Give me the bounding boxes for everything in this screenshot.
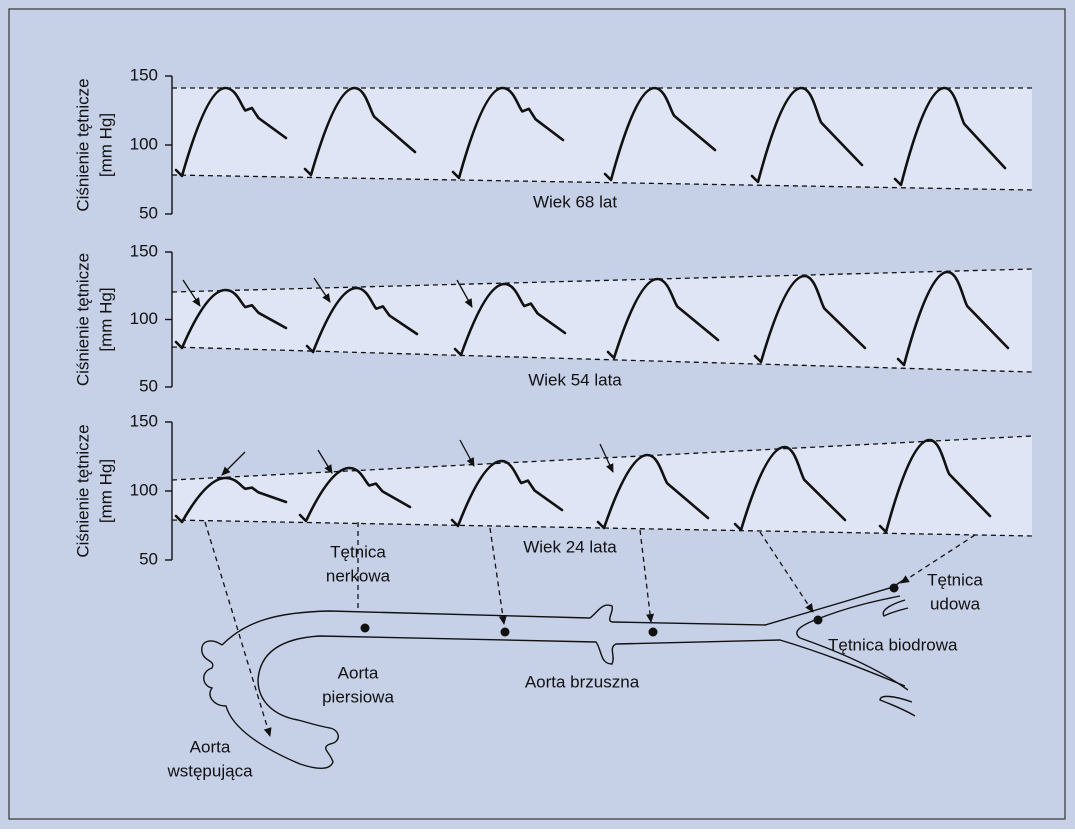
y-tick-label: 50 — [139, 203, 158, 222]
label: udowa — [930, 594, 981, 613]
y-axis-unit: [mm Hg] — [96, 459, 115, 523]
label: piersiowa — [322, 687, 394, 706]
y-tick-label: 50 — [139, 549, 158, 568]
y-tick-label: 100 — [130, 309, 158, 328]
y-tick-label: 100 — [130, 134, 158, 153]
y-axis-unit: [mm Hg] — [96, 113, 115, 177]
measure-point — [361, 624, 370, 633]
measure-point — [501, 628, 510, 637]
measure-point — [814, 616, 823, 625]
y-axis-label: Ciśnienie tętnicze — [73, 78, 92, 211]
label: Tętnica biodrowa — [828, 635, 958, 654]
y-axis-label: Ciśnienie tętnicze — [73, 424, 92, 557]
y-axis-label: Ciśnienie tętnicze — [73, 253, 92, 386]
age-label: Wiek 68 lat — [533, 192, 617, 211]
diagram: 50100150Ciśnienie tętnicze[mm Hg]Wiek 68… — [0, 0, 1075, 829]
y-tick-label: 150 — [130, 65, 158, 84]
label: Aorta — [190, 737, 231, 756]
label: Tętnica — [927, 570, 983, 589]
measure-point — [890, 584, 899, 593]
label: Aorta brzuszna — [525, 672, 640, 691]
y-tick-label: 150 — [130, 411, 158, 430]
age-label: Wiek 24 lata — [523, 537, 617, 556]
age-label: Wiek 54 lata — [528, 370, 622, 389]
y-tick-label: 50 — [139, 376, 158, 395]
label: Tętnica — [330, 542, 386, 561]
y-axis-unit: [mm Hg] — [96, 287, 115, 351]
y-tick-label: 150 — [130, 241, 158, 260]
y-tick-label: 100 — [130, 480, 158, 499]
label: nerkowa — [326, 566, 391, 585]
measure-point — [649, 628, 658, 637]
label: wstępująca — [166, 761, 253, 780]
label: Aorta — [338, 663, 379, 682]
